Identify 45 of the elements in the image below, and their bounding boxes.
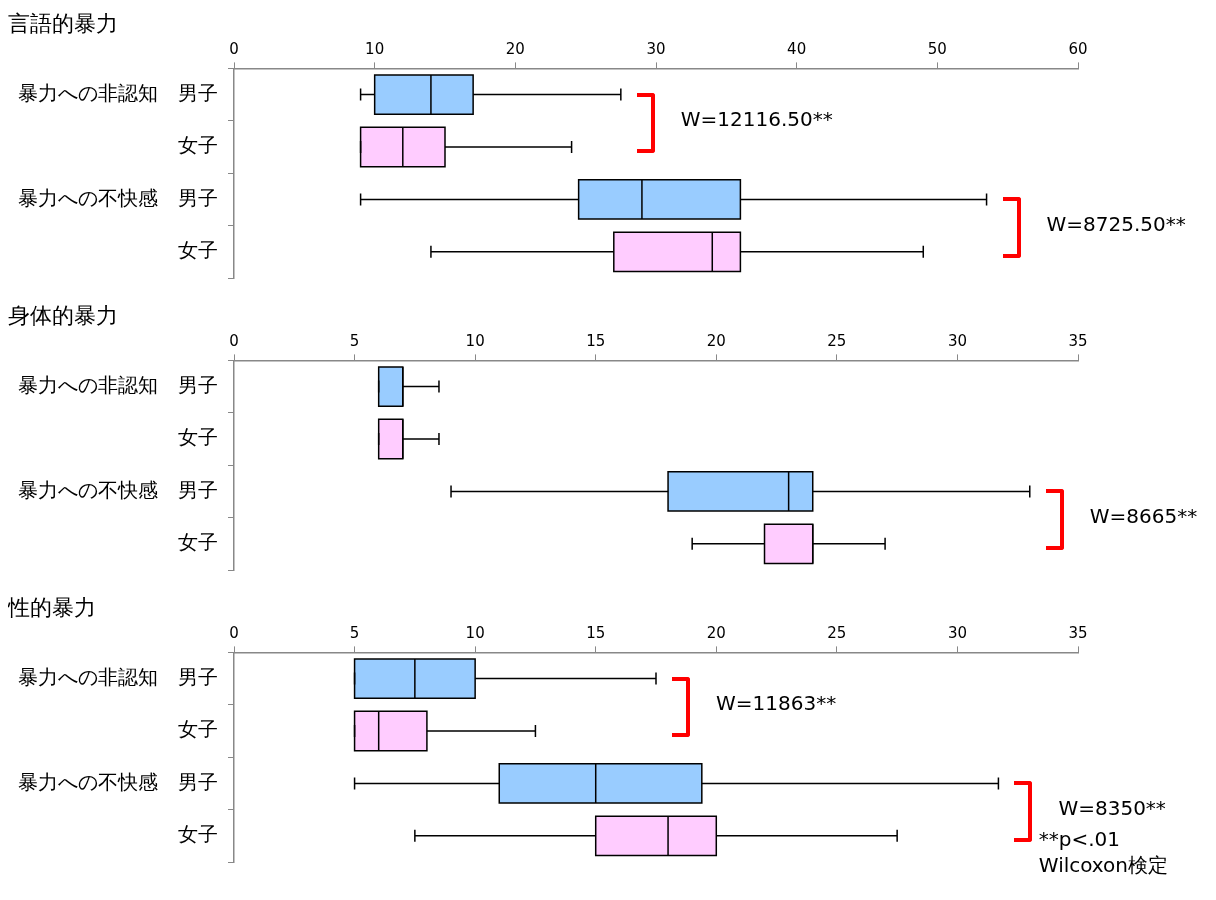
x-tick-label: 10 xyxy=(365,40,385,59)
x-tick-label: 0 xyxy=(229,332,239,351)
y-tick-label: 暴力への不快感 男子 xyxy=(18,477,218,502)
x-tick-label: 5 xyxy=(349,624,360,643)
y-tick-label: 女子 xyxy=(178,530,218,554)
x-tick-label: 5 xyxy=(349,332,360,351)
y-tick-label: 女子 xyxy=(178,717,218,742)
x-tick-label: 25 xyxy=(827,332,847,351)
x-tick-label: 30 xyxy=(646,40,666,59)
annotation: Wilcoxon検定 xyxy=(1038,852,1168,878)
y-tick-label: 女子 xyxy=(178,822,218,846)
x-tick-label: 0 xyxy=(229,624,239,643)
text: 性的暴力 xyxy=(7,594,96,620)
annotation: W=12116.50** xyxy=(680,107,833,131)
x-tick-label: 0 xyxy=(229,40,239,59)
y-tick-label: 女子 xyxy=(178,238,218,262)
y-tick-label: 暴力への非認知 男子 xyxy=(18,372,218,397)
annotation: W=8350** xyxy=(1058,795,1166,820)
y-tick-label: 暴力への非認知 男子 xyxy=(18,80,218,105)
annotation: **p<.01 xyxy=(1038,826,1122,852)
text: W=8665** xyxy=(1089,503,1198,528)
x-tick-label: 40 xyxy=(787,40,807,59)
y-tick-label: 暴力への不快感 男子 xyxy=(18,769,218,794)
y-tick-label: 女子 xyxy=(178,425,218,450)
y-tick-label: 暴力への不快感 男子 xyxy=(18,185,218,210)
x-tick-label: 15 xyxy=(586,332,606,351)
x-tick-label: 35 xyxy=(1068,624,1088,643)
x-tick-label: 30 xyxy=(947,624,967,643)
y-tick-label: 女子 xyxy=(178,133,218,158)
x-tick-label: 20 xyxy=(505,40,525,59)
annotation: W=11863** xyxy=(716,691,837,715)
x-tick-label: 30 xyxy=(947,332,967,351)
x-tick-label: 10 xyxy=(465,332,485,351)
x-tick-label: 35 xyxy=(1068,332,1088,351)
x-tick-label: 10 xyxy=(465,624,485,643)
x-tick-label: 20 xyxy=(706,332,726,351)
x-tick-label: 60 xyxy=(1068,40,1088,59)
x-tick-label: 50 xyxy=(927,40,947,59)
chart-title: 身体的暴力 xyxy=(8,302,118,328)
annotation: W=8725.50** xyxy=(1046,211,1186,236)
x-tick-label: 25 xyxy=(827,624,847,643)
y-tick-label: 暴力への非認知 男子 xyxy=(18,664,218,689)
x-tick-label: 15 xyxy=(586,624,606,643)
x-tick-label: 20 xyxy=(706,624,726,643)
chart-title: 言語的暴力 xyxy=(8,10,118,36)
